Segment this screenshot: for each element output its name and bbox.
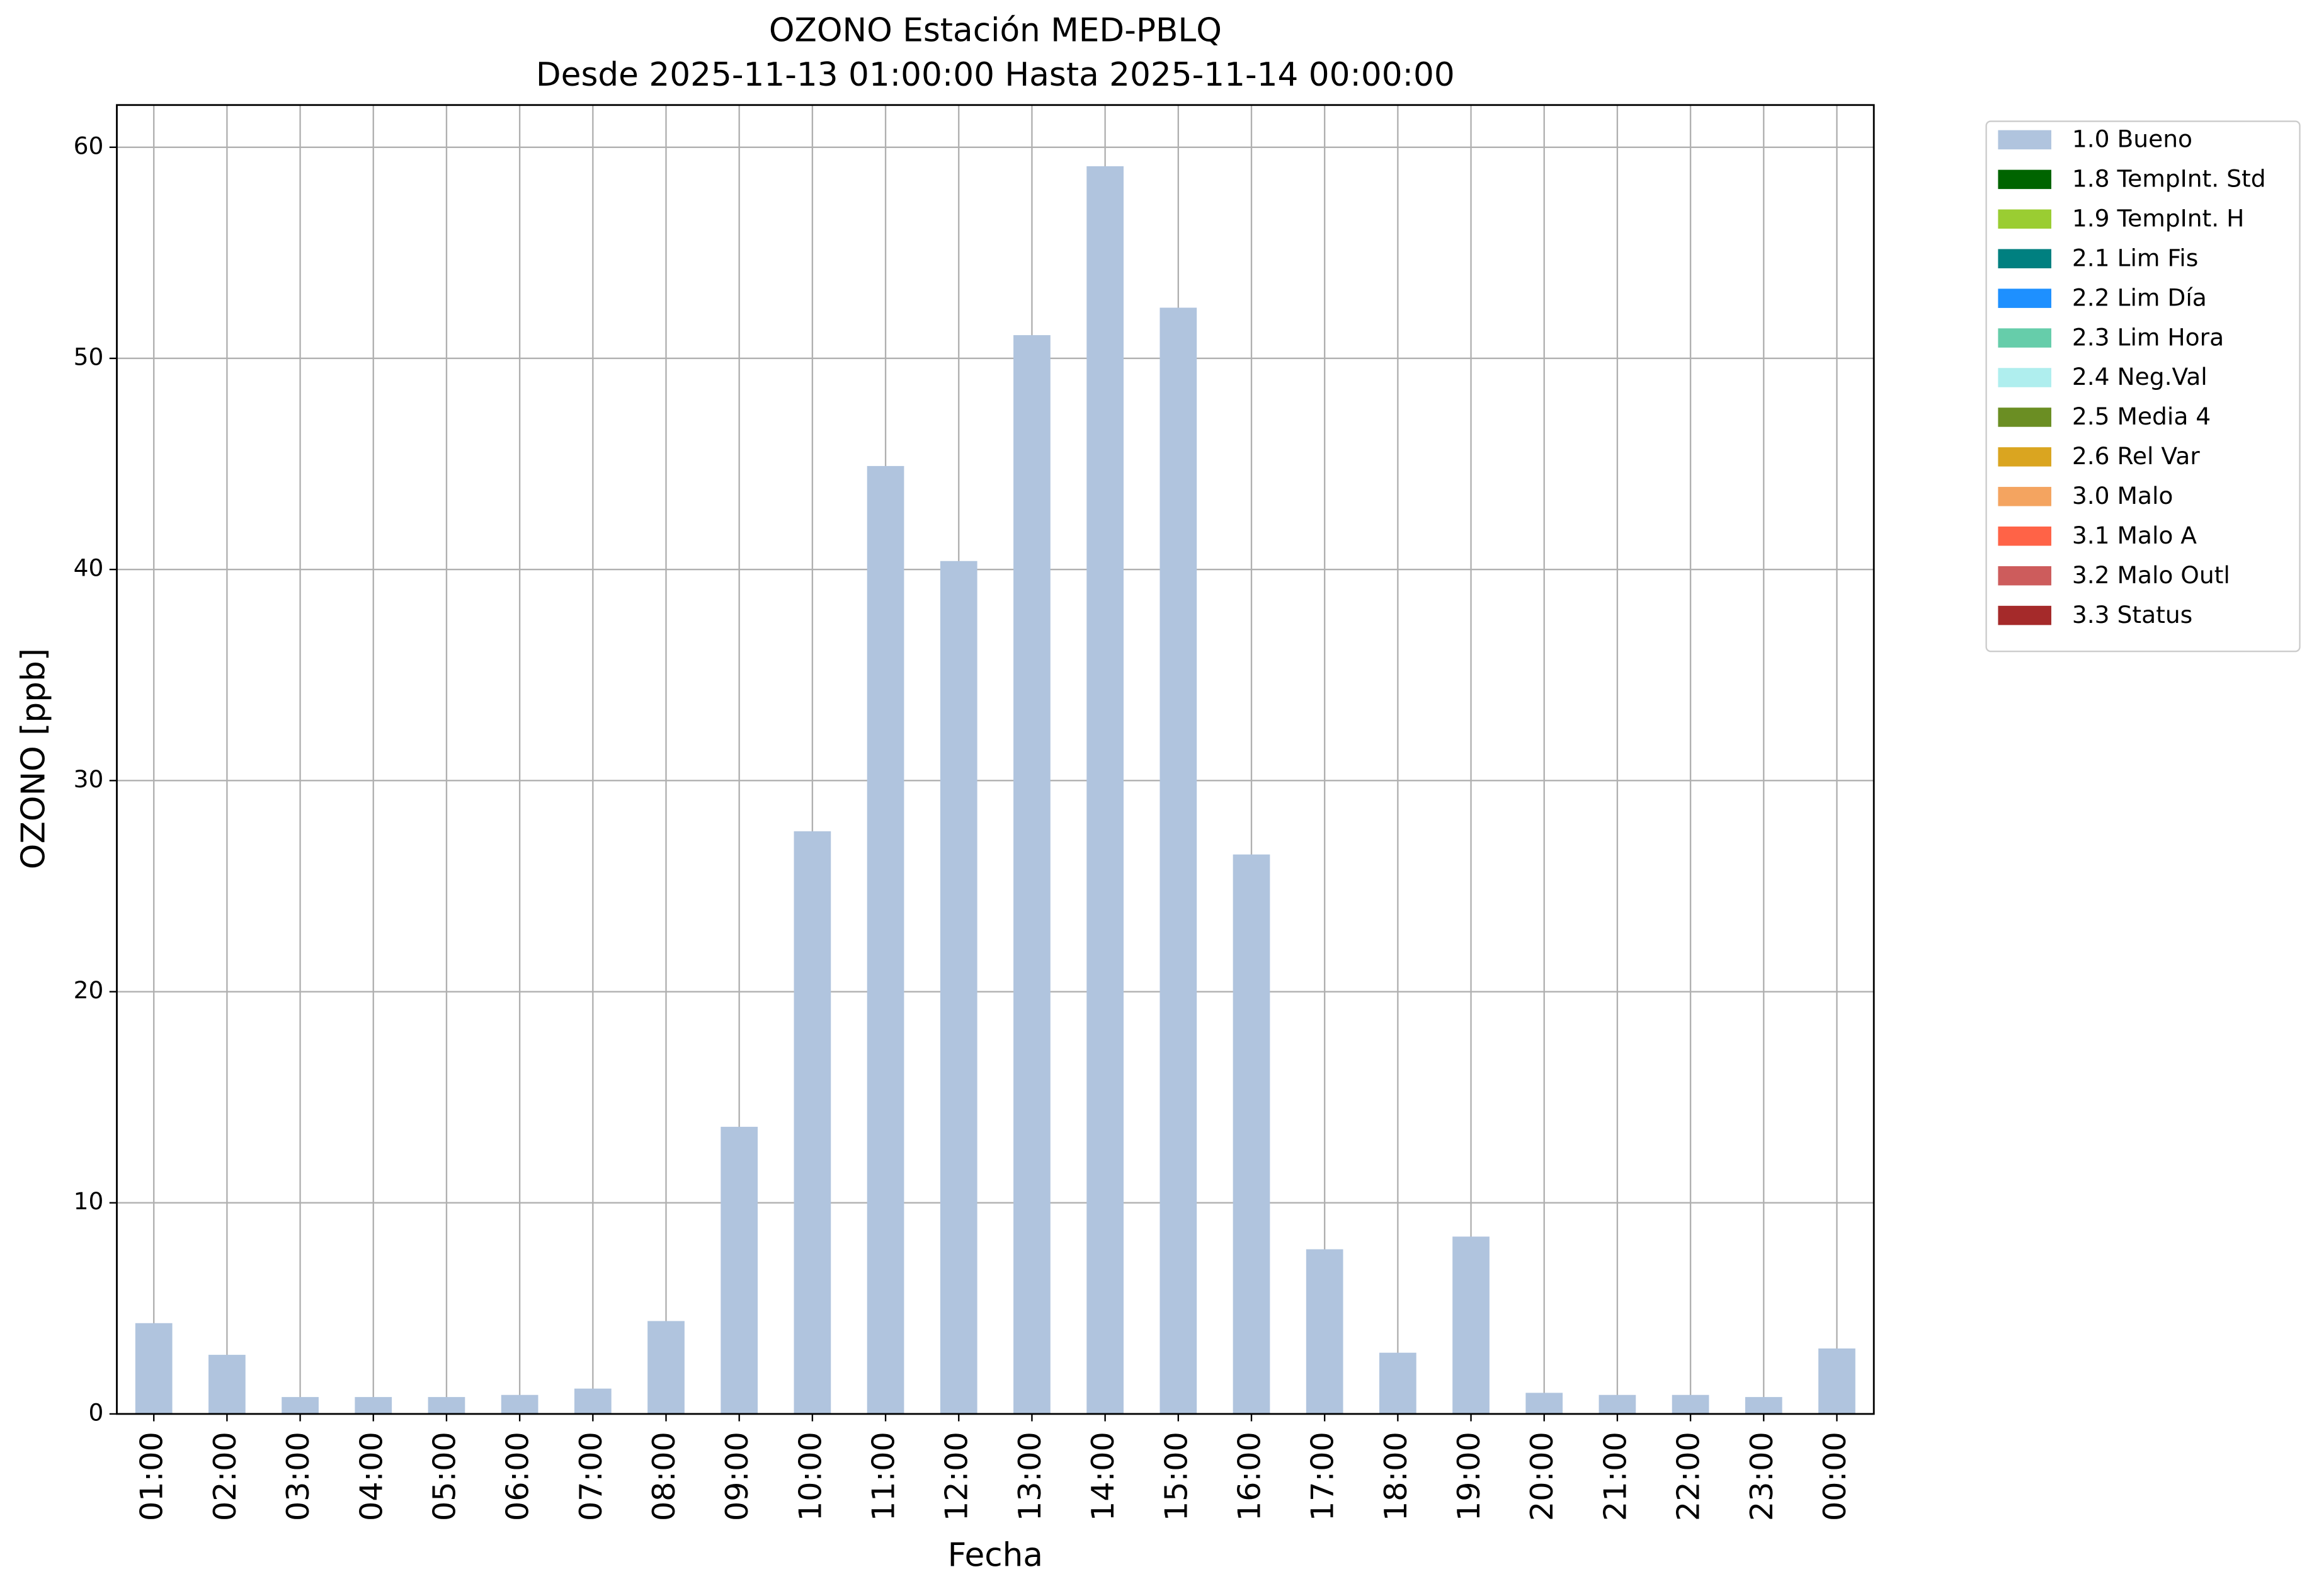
y-tick-label: 50 [74, 343, 104, 370]
legend-swatch [1998, 487, 2051, 506]
bar [867, 465, 904, 1414]
x-tick-label: 22:00 [1670, 1432, 1707, 1521]
x-tick-label: 04:00 [353, 1432, 389, 1521]
x-tick-label: 23:00 [1743, 1432, 1780, 1521]
legend-label: 2.1 Lim Fis [2072, 244, 2198, 271]
legend-label: 2.3 Lim Hora [2072, 323, 2224, 351]
y-tick-label: 40 [74, 554, 104, 582]
bar [1525, 1393, 1563, 1414]
bar [1598, 1394, 1636, 1414]
legend-swatch [1998, 288, 2051, 308]
x-tick-label: 21:00 [1597, 1432, 1633, 1521]
legend-swatch [1998, 605, 2051, 625]
legend-label: 3.2 Malo Outl [2072, 561, 2230, 589]
legend-label: 1.9 TempInt. H [2072, 204, 2245, 232]
legend-swatch [1998, 408, 2051, 427]
legend-swatch [1998, 249, 2051, 268]
legend-swatch [1998, 130, 2051, 150]
legend-swatch [1998, 169, 2051, 190]
x-tick-label: 00:00 [1816, 1432, 1853, 1521]
legend-label: 3.0 Malo [2072, 482, 2174, 510]
legend-label: 2.4 Neg.Val [2072, 363, 2208, 390]
bar [1452, 1236, 1490, 1414]
legend-swatch [1998, 368, 2051, 387]
bar [1233, 854, 1270, 1414]
bar [721, 1127, 758, 1414]
plot-frame [116, 104, 1875, 1415]
bar [1379, 1352, 1416, 1414]
x-tick-label: 20:00 [1524, 1432, 1560, 1521]
x-tick-label: 10:00 [792, 1432, 828, 1521]
bar [428, 1397, 465, 1414]
x-tick-label: 18:00 [1377, 1432, 1414, 1521]
chart-subtitle: Desde 2025-11-13 01:00:00 Hasta 2025-11-… [536, 56, 1455, 94]
x-axis-label: Fecha [948, 1537, 1043, 1575]
x-tick-label: 08:00 [646, 1432, 682, 1521]
y-tick-label: 30 [74, 765, 104, 793]
bar [940, 561, 977, 1414]
x-tick-label: 01:00 [134, 1432, 170, 1521]
legend-label: 1.0 Bueno [2072, 125, 2192, 153]
legend-swatch [1998, 566, 2051, 586]
bar [208, 1355, 246, 1414]
y-tick-label: 60 [74, 132, 104, 159]
chart-title: OZONO Estación MED-PBLQ [769, 12, 1222, 50]
x-tick-label: 06:00 [499, 1432, 536, 1521]
x-tick-label: 02:00 [207, 1432, 243, 1521]
x-tick-label: 13:00 [1011, 1432, 1048, 1521]
legend-box [1985, 120, 2301, 653]
bar [1013, 335, 1051, 1414]
x-tick-label: 05:00 [426, 1432, 462, 1521]
bar [1160, 307, 1197, 1414]
x-tick-label: 16:00 [1231, 1432, 1267, 1521]
x-tick-label: 07:00 [573, 1432, 609, 1521]
legend-label: 3.3 Status [2072, 601, 2192, 629]
y-tick-label: 20 [74, 976, 104, 1004]
legend-swatch [1998, 209, 2051, 229]
y-axis-label: OZONO [ppb] [14, 648, 52, 869]
bar [355, 1397, 392, 1414]
bar [1672, 1394, 1709, 1414]
y-tick-label: 0 [88, 1398, 103, 1426]
x-tick-label: 09:00 [719, 1432, 755, 1521]
bar [282, 1397, 319, 1414]
y-tick-label: 10 [74, 1187, 104, 1215]
bar [1086, 166, 1124, 1414]
x-tick-label: 11:00 [865, 1432, 902, 1521]
bar [501, 1394, 538, 1414]
bar [135, 1323, 173, 1414]
bar [647, 1321, 685, 1414]
bar [1745, 1397, 1782, 1414]
x-tick-label: 15:00 [1158, 1432, 1194, 1521]
legend-swatch [1998, 526, 2051, 546]
bar [574, 1388, 612, 1414]
bar [1818, 1348, 1855, 1414]
legend-swatch [1998, 447, 2051, 467]
x-tick-label: 17:00 [1304, 1432, 1341, 1521]
legend-label: 2.5 Media 4 [2072, 402, 2211, 430]
legend-label: 1.8 TempInt. Std [2072, 165, 2266, 193]
bar [794, 831, 831, 1414]
legend-swatch [1998, 328, 2051, 348]
bar [1306, 1249, 1343, 1414]
legend-label: 2.2 Lim Día [2072, 283, 2207, 311]
x-tick-label: 14:00 [1085, 1432, 1121, 1521]
x-tick-label: 12:00 [938, 1432, 975, 1521]
legend-label: 2.6 Rel Var [2072, 442, 2200, 470]
x-tick-label: 03:00 [280, 1432, 316, 1521]
legend-label: 3.1 Malo A [2072, 522, 2197, 549]
x-tick-label: 19:00 [1450, 1432, 1487, 1521]
